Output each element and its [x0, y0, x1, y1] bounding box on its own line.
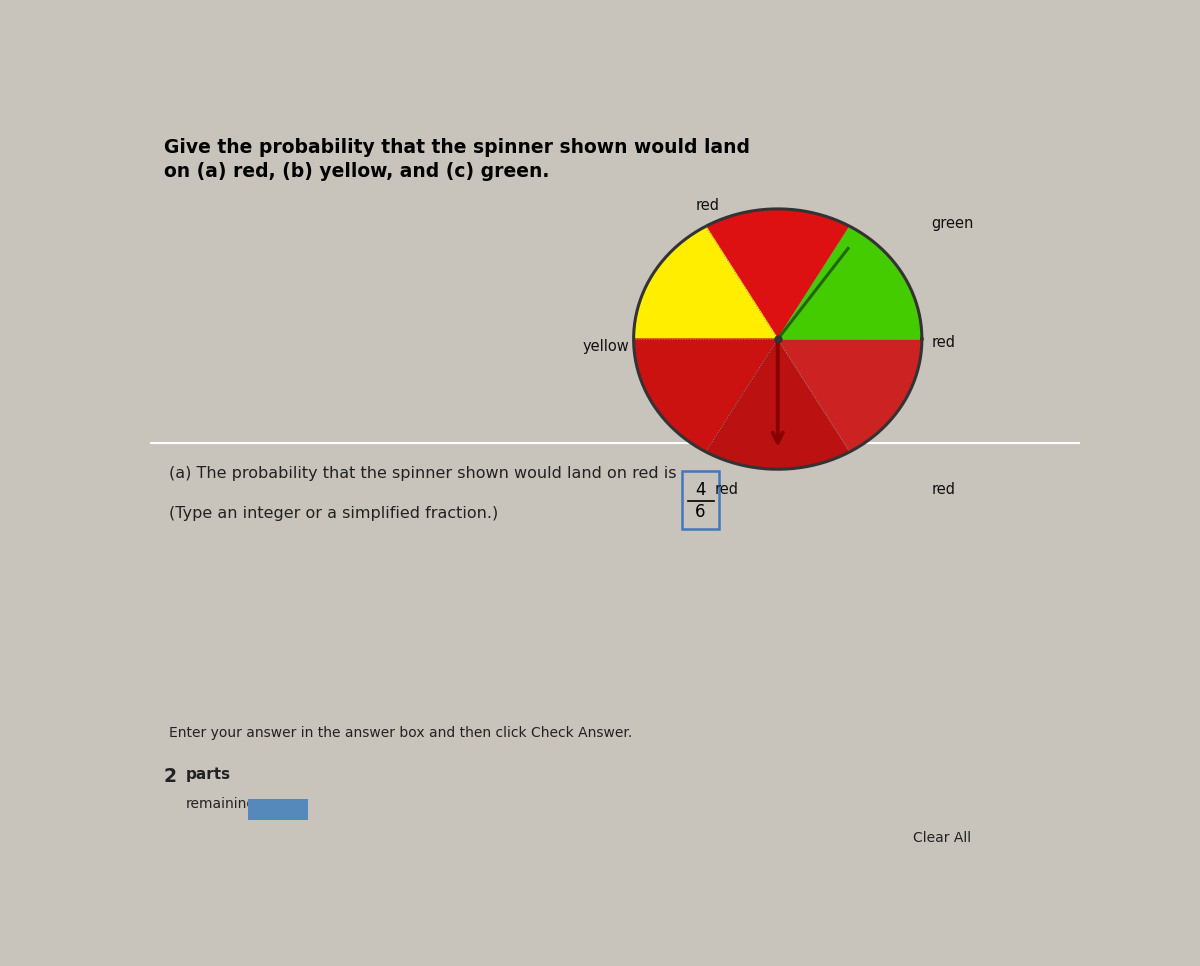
Text: parts: parts: [185, 767, 230, 781]
Text: (a) The probability that the spinner shown would land on red is: (a) The probability that the spinner sho…: [168, 466, 676, 480]
Text: red: red: [931, 335, 955, 351]
Text: remaining: remaining: [185, 797, 256, 810]
Text: green: green: [931, 216, 973, 231]
Text: Enter your answer in the answer box and then click Check Answer.: Enter your answer in the answer box and …: [168, 725, 632, 740]
FancyBboxPatch shape: [247, 800, 308, 820]
Text: on (a) red, (b) yellow, and (c) green.: on (a) red, (b) yellow, and (c) green.: [164, 162, 550, 181]
Polygon shape: [634, 339, 778, 452]
Polygon shape: [706, 339, 850, 469]
Text: red: red: [696, 198, 720, 213]
Text: (Type an integer or a simplified fraction.): (Type an integer or a simplified fractio…: [168, 506, 498, 522]
Text: 2: 2: [164, 767, 176, 785]
Text: red: red: [715, 482, 739, 497]
Text: Give the probability that the spinner shown would land: Give the probability that the spinner sh…: [164, 138, 750, 157]
Text: Clear All: Clear All: [912, 831, 971, 845]
Polygon shape: [778, 339, 922, 452]
Polygon shape: [778, 226, 922, 339]
Text: yellow: yellow: [582, 339, 629, 354]
Text: red: red: [931, 482, 955, 497]
Text: 6: 6: [695, 503, 706, 522]
Text: 4: 4: [695, 481, 706, 499]
Polygon shape: [706, 209, 850, 339]
Polygon shape: [634, 226, 778, 339]
